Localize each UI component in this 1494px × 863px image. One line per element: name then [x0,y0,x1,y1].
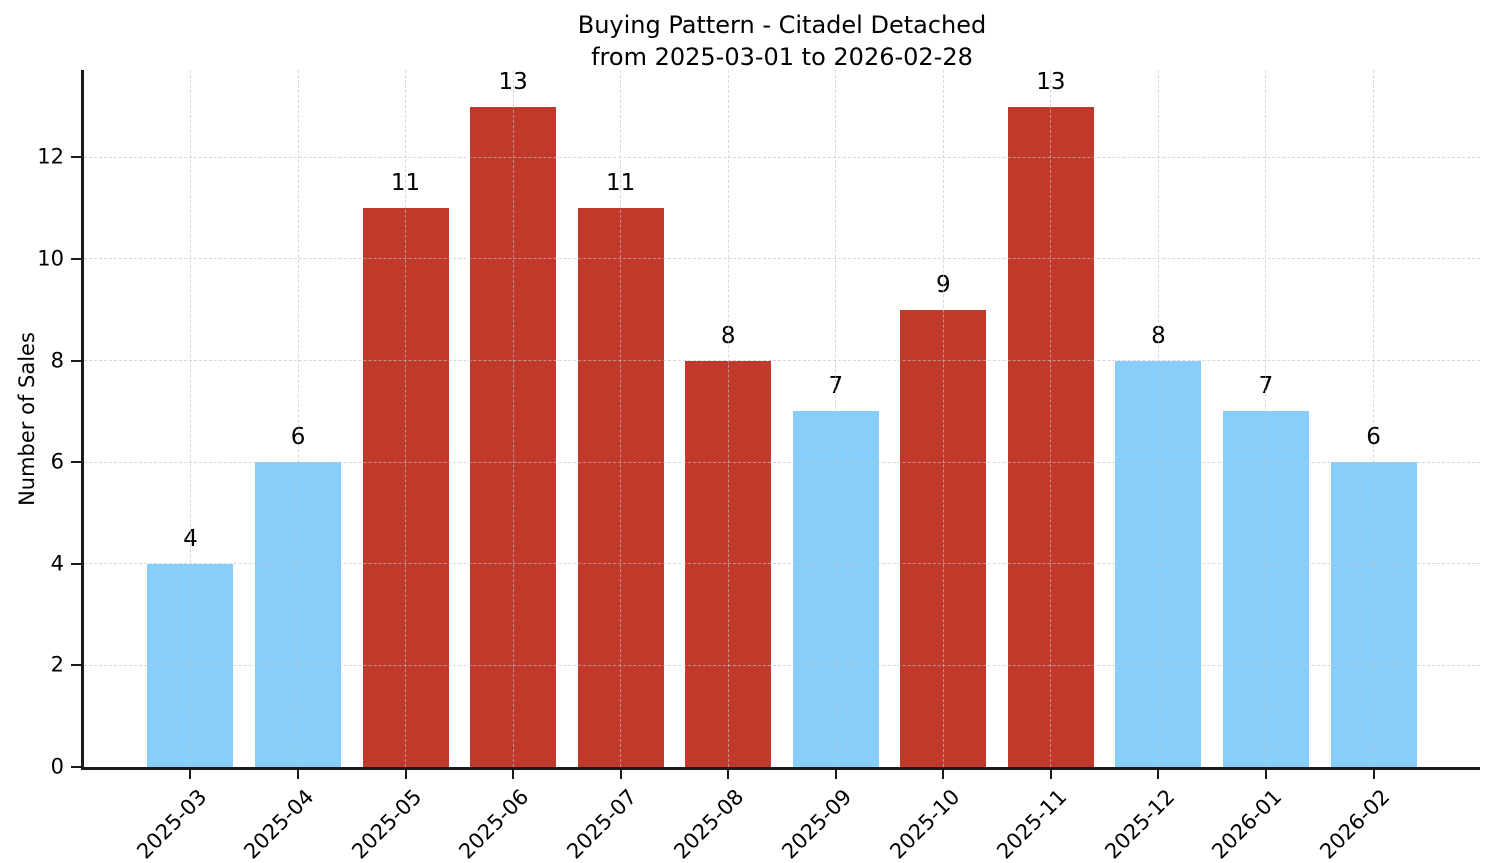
horizontal-gridline [84,563,1480,565]
bar-2025-06 [470,106,557,767]
bar-value-label: 13 [1036,68,1066,95]
bar-2025-05 [362,208,449,767]
horizontal-gridline [84,664,1480,666]
y-tick-mark [71,156,81,159]
x-tick-label: 2025-11 [992,784,1072,863]
horizontal-gridline [84,360,1480,362]
y-tick-label: 12 [37,144,64,169]
bar-value-label: 13 [498,68,528,95]
x-tick-mark [727,770,730,779]
horizontal-gridline [84,258,1480,260]
vertical-gridline [1265,70,1267,767]
y-tick-mark [71,461,81,464]
x-tick-label: 2026-01 [1207,784,1287,863]
x-tick-mark [297,770,300,779]
bar-value-label: 6 [1366,424,1381,451]
bar-value-label: 11 [606,170,636,197]
x-tick-mark [834,770,837,779]
x-tick-mark [1157,770,1160,779]
bar-2025-12 [1115,360,1202,767]
x-tick-mark [619,770,622,779]
y-tick-mark [71,664,81,667]
x-tick-label: 2025-05 [347,784,427,863]
bar-2025-07 [577,208,664,767]
bar-value-label: 9 [935,271,951,298]
x-axis-spine [81,767,1480,770]
axis-layer: 2025-03 2025-04 2025-05 2025-06 2025-07 2025-… [37,70,1480,863]
bar-value-label: 8 [720,322,736,349]
bar-value-label: 8 [1151,322,1166,349]
vertical-gridline [942,70,944,767]
y-tick-label: 0 [50,754,64,779]
vertical-gridline [297,70,299,767]
x-tick-mark [1372,770,1375,779]
vertical-gridline [189,70,191,767]
bars-layer: 4 6 11 13 11 8 7 9 13 8 7 6 [84,68,1480,767]
x-tick-label: 2025-09 [777,784,857,863]
y-tick-mark [71,562,81,565]
x-tick-mark [512,770,515,779]
y-tick-label: 2 [50,652,64,677]
bar-2025-11 [1007,106,1094,767]
bar-2025-10 [900,309,987,767]
y-tick-label: 10 [37,246,64,271]
y-tick-mark [71,257,81,260]
bar-value-label: 7 [1258,373,1274,400]
x-tick-mark [404,770,407,779]
y-axis-label: Number of Sales [15,332,39,506]
y-tick-mark [71,766,81,768]
bar-2026-02 [1330,462,1417,767]
bar-2025-03 [147,563,234,767]
vertical-gridline [1373,70,1375,767]
chart-title: Buying Pattern - Citadel Detached from 2… [577,11,987,71]
x-tick-label: 2026-02 [1315,784,1395,863]
x-tick-label: 2025-04 [239,784,319,863]
bar-value-label: 6 [290,424,306,451]
x-tick-label: 2025-12 [1099,784,1179,863]
bar-value-label: 11 [390,170,421,197]
x-tick-label: 2025-03 [132,784,212,863]
bar-2026-01 [1222,411,1309,767]
bar-2025-08 [685,360,772,767]
x-tick-label: 2025-08 [669,784,749,863]
bar-2025-09 [792,411,879,767]
x-tick-mark [189,770,192,779]
x-tick-label: 2025-06 [454,784,534,863]
horizontal-gridline [84,461,1480,463]
plot-area: 4 6 11 13 11 8 7 9 13 8 7 6 2025-03 2025-04 2025-05 20… [37,68,1480,863]
grid-layer [84,70,1480,767]
x-tick-label: 2025-10 [884,784,964,863]
y-axis-spine [81,70,84,770]
bar-value-label: 4 [183,525,198,552]
x-tick-mark [1049,770,1052,779]
x-tick-mark [1264,770,1267,779]
y-tick-mark [71,359,81,362]
vertical-gridline [405,70,407,767]
horizontal-gridline [84,156,1480,158]
vertical-gridline [620,70,622,767]
bar-value-label: 7 [828,373,844,400]
vertical-gridline [512,70,514,767]
vertical-gridline [835,70,837,767]
x-tick-mark [942,770,945,779]
bar-2025-04 [255,462,342,767]
x-tick-label: 2025-07 [562,784,642,863]
y-tick-label: 4 [50,551,64,576]
vertical-gridline [1157,70,1159,767]
vertical-gridline [727,70,729,767]
vertical-gridline [1050,70,1052,767]
